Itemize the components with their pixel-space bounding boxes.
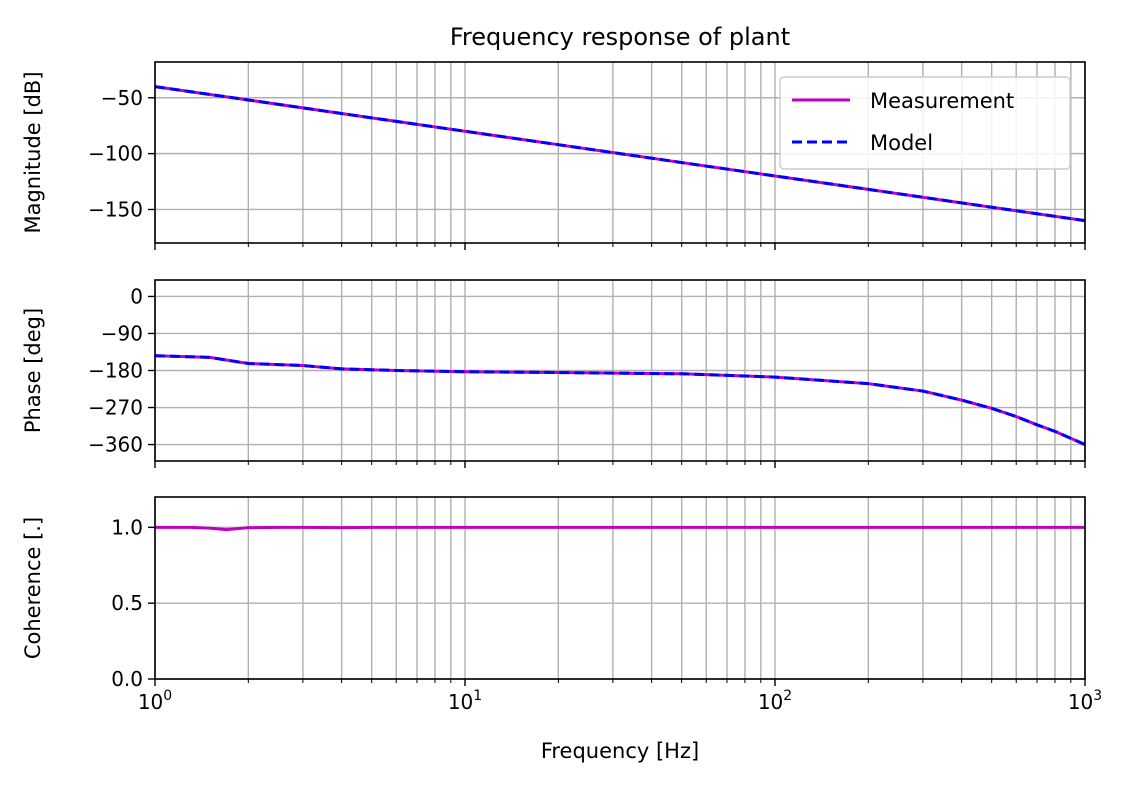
axes-frame bbox=[154, 61, 1086, 244]
series-group bbox=[155, 354, 1085, 446]
series-line-measurement bbox=[155, 525, 1085, 532]
axes-frame bbox=[154, 496, 1086, 680]
series-group bbox=[155, 85, 1085, 223]
x-tick-base: 10 bbox=[758, 690, 783, 714]
y-tick-label: −180 bbox=[88, 359, 143, 383]
series-group bbox=[155, 525, 1085, 532]
legend-box bbox=[779, 76, 1071, 170]
y-tick-label: −100 bbox=[88, 142, 143, 166]
x-tick-base: 10 bbox=[448, 690, 473, 714]
x-axis-label: Frequency [Hz] bbox=[541, 739, 699, 763]
y-tick-label: 0.5 bbox=[111, 591, 143, 615]
legend: Measurement Model bbox=[779, 76, 1071, 170]
y-axis-label: Coherence [.] bbox=[21, 517, 45, 659]
x-tick-label: 102 bbox=[758, 688, 792, 714]
y-tick-label: −270 bbox=[88, 396, 143, 420]
legend-label-model: Model bbox=[870, 131, 933, 155]
y-tick-label: 0.0 bbox=[111, 667, 143, 691]
legend-label-measurement: Measurement bbox=[870, 89, 1014, 113]
x-tick-label: 103 bbox=[1068, 688, 1102, 714]
y-tick-label: −50 bbox=[101, 86, 143, 110]
series-line-measurement bbox=[155, 354, 1085, 446]
x-tick-base: 10 bbox=[1068, 690, 1093, 714]
series-line-model bbox=[155, 354, 1085, 446]
y-tick-label: −90 bbox=[101, 321, 143, 345]
x-tick-base: 10 bbox=[138, 690, 163, 714]
plots-layer: −50 −100 −150 Magnitude [dB] Measurement Mode… bbox=[21, 61, 1102, 714]
x-tick-exponent: 3 bbox=[1093, 688, 1102, 704]
subplot-magnitude: −50 −100 −150 Magnitude [dB] Measurement Mode… bbox=[21, 61, 1086, 250]
subplot-phase: 0 −90 −180 −270 −360 Phase [deg] bbox=[21, 279, 1086, 468]
x-tick-label: 100 bbox=[138, 688, 172, 714]
x-tick-label: 101 bbox=[448, 688, 482, 714]
x-tick-exponent: 2 bbox=[783, 688, 792, 704]
x-tick-exponent: 0 bbox=[163, 688, 172, 704]
chart-title: Frequency response of plant bbox=[450, 23, 790, 51]
axes-frame bbox=[154, 279, 1086, 462]
y-tick-label: −150 bbox=[88, 197, 143, 221]
series-line-model bbox=[155, 85, 1085, 223]
y-tick-label: 0 bbox=[130, 284, 143, 308]
y-tick-label: 1.0 bbox=[111, 515, 143, 539]
y-axis-label: Phase [deg] bbox=[21, 308, 45, 433]
y-tick-label: −360 bbox=[88, 433, 143, 457]
y-axis-label: Magnitude [dB] bbox=[21, 71, 45, 233]
x-tick-exponent: 1 bbox=[473, 688, 482, 704]
